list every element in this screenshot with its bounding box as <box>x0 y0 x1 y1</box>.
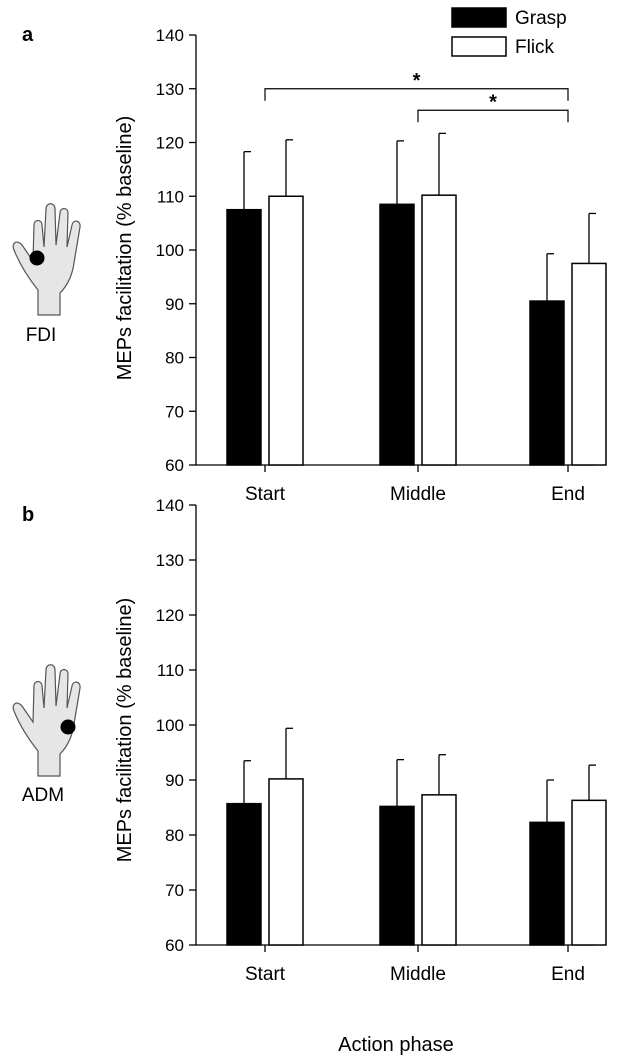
y-axis-title-a: MEPs facilitation (% baseline) <box>114 116 136 381</box>
y-tick-label: 70 <box>165 402 184 421</box>
y-tick-label: 60 <box>165 456 184 475</box>
bar-grasp <box>529 300 565 466</box>
y-tick-label: 140 <box>156 496 184 515</box>
hand-outline <box>12 664 81 777</box>
y-tick-label: 70 <box>165 881 184 900</box>
bar-flick <box>268 778 304 946</box>
muscle-label-adm: ADM <box>22 785 64 806</box>
electrode-marker <box>29 250 45 266</box>
legend-label-grasp: Grasp <box>515 8 567 29</box>
legend-swatch-grasp <box>451 7 507 28</box>
bar-grasp <box>226 802 262 946</box>
electrode-marker <box>60 719 76 735</box>
x-tick-label: Middle <box>390 964 446 985</box>
x-axis-title-b: Action phase <box>338 1034 454 1056</box>
y-tick-label: 110 <box>157 187 184 206</box>
y-tick-label: 90 <box>165 295 184 314</box>
y-tick-label: 140 <box>156 26 184 45</box>
legend-swatch-flick <box>451 36 507 57</box>
bar-grasp <box>379 203 415 466</box>
y-tick-label: 120 <box>156 134 184 153</box>
y-tick-label: 60 <box>165 936 184 955</box>
x-tick-label: Middle <box>390 484 446 505</box>
y-tick-label: 100 <box>156 241 184 260</box>
panel-letter-b: b <box>22 504 34 526</box>
y-tick-label: 100 <box>156 716 184 735</box>
muscle-label-fdi: FDI <box>26 325 57 346</box>
panel-b: b ADM MEPs facilitation (% baseline) Act… <box>12 496 607 1056</box>
x-tick-label: End <box>551 484 585 505</box>
significance-star: * <box>489 91 497 113</box>
x-tick-label: End <box>551 964 585 985</box>
y-tick-label: 130 <box>156 80 184 99</box>
legend: Grasp Flick <box>451 7 567 58</box>
hand-outline <box>12 203 81 316</box>
bar-flick <box>421 194 457 466</box>
bar-grasp <box>226 208 262 466</box>
hand-illustration-adm <box>12 664 81 777</box>
bar-flick <box>268 195 304 466</box>
bar-flick <box>571 799 607 946</box>
y-axis-title-b: MEPs facilitation (% baseline) <box>114 598 136 863</box>
y-tick-label: 110 <box>157 661 184 680</box>
y-tick-label: 130 <box>156 551 184 570</box>
panel-letter-a: a <box>22 24 34 46</box>
hand-illustration-fdi <box>12 203 81 316</box>
y-tick-label: 120 <box>156 606 184 625</box>
bar-grasp <box>379 805 415 946</box>
panel-a: a FDI MEPs facilitation (% baseline) 60 7… <box>12 24 607 505</box>
y-tick-label: 80 <box>165 826 184 845</box>
plot-area-a: 60 70 80 90 100 110 120 130 140 Start Middle End * * <box>156 26 607 505</box>
x-tick-label: Start <box>245 964 286 985</box>
significance-bracket <box>417 109 569 123</box>
bar-flick <box>421 794 457 946</box>
x-tick-label: Start <box>245 484 286 505</box>
legend-label-flick: Flick <box>515 37 555 58</box>
bar-grasp <box>529 821 565 946</box>
plot-area-b: 60 70 80 90 100 110 120 130 140 Start Middle End <box>156 496 607 985</box>
significance-bracket <box>264 88 569 101</box>
significance-star: * <box>413 70 421 92</box>
y-tick-label: 90 <box>165 771 184 790</box>
y-tick-label: 80 <box>165 349 184 368</box>
bar-flick <box>571 262 607 466</box>
